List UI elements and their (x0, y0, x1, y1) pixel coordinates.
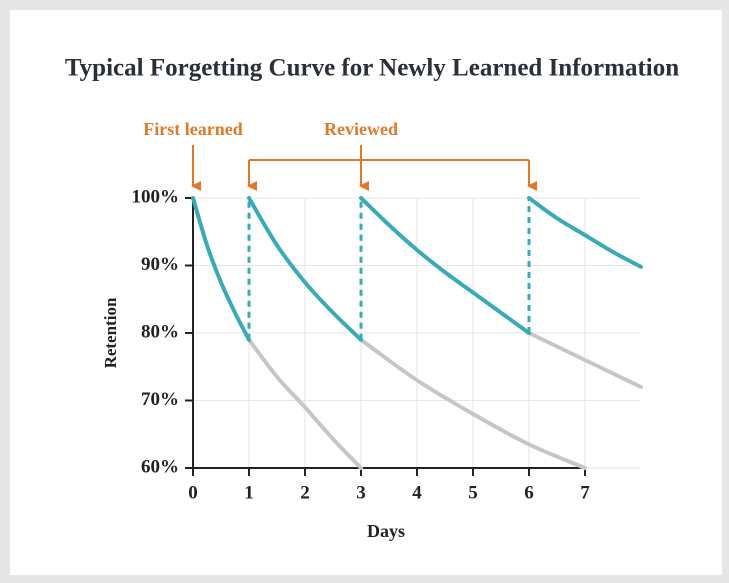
curve (247, 196, 363, 342)
x-tick-label: 4 (412, 482, 422, 503)
x-tick-label: 6 (524, 482, 534, 503)
curve (359, 196, 531, 335)
x-tick-label: 2 (300, 482, 310, 503)
curve (527, 196, 643, 269)
curve (191, 196, 251, 342)
y-tick-label: 60% (141, 456, 179, 477)
annotation-label: Reviewed (324, 119, 398, 139)
y-tick-label: 100% (132, 186, 180, 207)
y-tick-label: 90% (141, 254, 179, 275)
x-tick-label: 3 (356, 482, 366, 503)
y-axis-label: Retention (101, 297, 120, 368)
x-tick-label: 5 (468, 482, 478, 503)
annotation-label: First learned (143, 119, 242, 139)
x-axis-label: Days (367, 521, 405, 541)
y-tick-label: 70% (141, 389, 179, 410)
x-tick-label: 7 (580, 482, 590, 503)
x-tick-label: 0 (188, 482, 198, 503)
curve (527, 331, 643, 389)
card (10, 10, 722, 575)
chart-title: Typical Forgetting Curve for Newly Learn… (65, 55, 679, 82)
curve (359, 337, 587, 470)
y-tick-label: 80% (141, 321, 179, 342)
curve (247, 337, 363, 470)
x-tick-label: 1 (244, 482, 254, 503)
